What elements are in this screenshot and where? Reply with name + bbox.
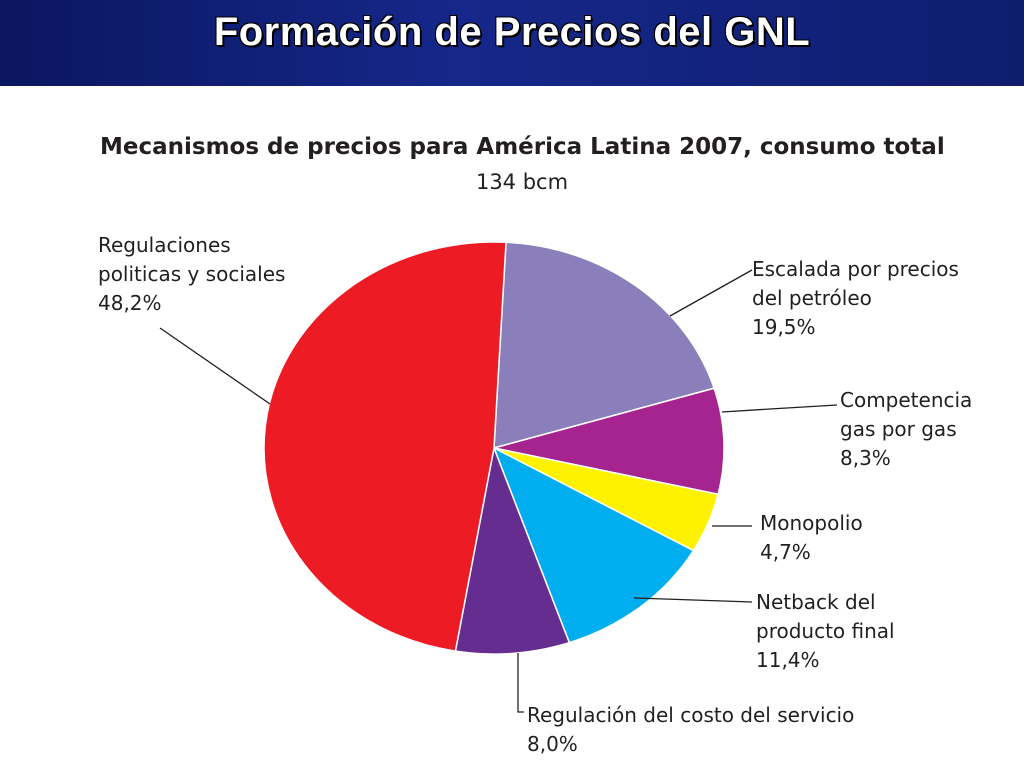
slide-title: Formación de Precios del GNL bbox=[213, 10, 811, 54]
leader-line-regulacion-costo bbox=[517, 653, 524, 713]
pie-slice-competencia bbox=[493, 387, 725, 496]
chart-title: Mecanismos de precios para América Latin… bbox=[100, 134, 945, 160]
label-competencia-line-1: Competencia bbox=[840, 388, 973, 412]
leader-line-escalada bbox=[669, 269, 753, 317]
label-regulacion-costo-value: 8,0% bbox=[527, 732, 578, 756]
label-escalada-line-2: del petróleo bbox=[752, 286, 872, 310]
label-regulaciones-politicas-value: 48,2% bbox=[98, 291, 162, 315]
label-escalada-value: 19,5% bbox=[752, 315, 816, 339]
pie-slice-escalada bbox=[493, 241, 716, 449]
label-escalada-line-1: Escalada por precios bbox=[752, 257, 959, 281]
label-competencia-line-2: gas por gas bbox=[840, 417, 957, 441]
label-monopolio-value: 4,7% bbox=[760, 540, 811, 564]
label-monopolio-line-1: Monopolio bbox=[760, 511, 863, 535]
label-netback-line-2: producto final bbox=[756, 619, 895, 643]
pie-slice-regulaciones-politicas bbox=[263, 241, 507, 652]
label-regulaciones-politicas-line-2: politicas y sociales bbox=[98, 262, 286, 286]
leader-line-regulaciones-politicas bbox=[159, 327, 271, 405]
label-escalada: Escalada por precios del petróleo 19,5% bbox=[752, 255, 959, 342]
label-monopolio: Monopolio 4,7% bbox=[760, 509, 863, 567]
label-regulaciones-politicas-line-1: Regulaciones bbox=[98, 233, 231, 257]
label-regulacion-costo-line-1: Regulación del costo del servicio bbox=[527, 703, 855, 727]
chart-subtitle: 134 bcm bbox=[475, 170, 569, 194]
slide-header: Formación de Precios del GNL bbox=[0, 0, 1024, 86]
leader-line-netback bbox=[633, 597, 753, 603]
label-netback: Netback del producto final 11,4% bbox=[756, 588, 895, 675]
label-netback-line-1: Netback del bbox=[756, 590, 876, 614]
label-regulaciones-politicas: Regulaciones politicas y sociales 48,2% bbox=[98, 231, 285, 318]
pie-slice-netback bbox=[492, 446, 695, 644]
pie-slice-regulacion-costo bbox=[454, 445, 571, 655]
label-regulacion-costo: Regulación del costo del servicio 8,0% bbox=[527, 701, 854, 759]
label-competencia-value: 8,3% bbox=[840, 446, 891, 470]
label-netback-value: 11,4% bbox=[756, 648, 820, 672]
label-competencia: Competencia gas por gas 8,3% bbox=[840, 386, 972, 473]
leader-line-competencia bbox=[721, 404, 838, 413]
